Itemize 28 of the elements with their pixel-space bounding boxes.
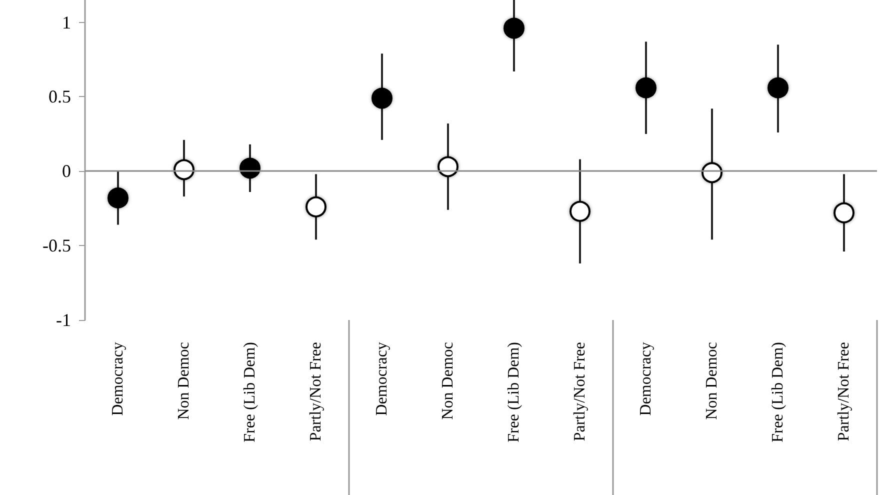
point bbox=[240, 158, 260, 179]
point bbox=[108, 187, 128, 208]
x-tick-label: Free (Lib Dem) bbox=[242, 342, 258, 442]
point bbox=[372, 88, 392, 109]
x-tick-label: Non Democ bbox=[704, 342, 720, 420]
point bbox=[768, 77, 788, 98]
point bbox=[570, 200, 590, 222]
x-tick-label: Partly/Not Free bbox=[572, 342, 588, 442]
y-tick-label: 0.5 bbox=[48, 86, 71, 107]
y-tick-label: -0.5 bbox=[42, 236, 71, 256]
x-tick-label: Democracy bbox=[110, 342, 126, 416]
point bbox=[174, 159, 194, 180]
point bbox=[834, 202, 854, 224]
x-tick-label: Democracy bbox=[638, 342, 654, 416]
y-tick-label: 1 bbox=[62, 12, 71, 32]
y-tick-label: 0 bbox=[62, 161, 71, 182]
point bbox=[504, 18, 524, 39]
y-tick-label: -1 bbox=[56, 310, 71, 330]
x-tick-label: Non Democ bbox=[176, 342, 192, 420]
x-tick-label: Partly/Not Free bbox=[308, 342, 324, 442]
x-tick-label: Free (Lib Dem) bbox=[770, 342, 786, 442]
x-tick-label: Free (Lib Dem) bbox=[506, 342, 522, 442]
x-tick-label: Democracy bbox=[374, 342, 390, 416]
point bbox=[438, 156, 458, 178]
x-tick-label: Non Democ bbox=[440, 342, 456, 420]
point bbox=[306, 196, 326, 218]
x-tick-label: Partly/Not Free bbox=[836, 342, 852, 442]
point bbox=[636, 77, 656, 98]
